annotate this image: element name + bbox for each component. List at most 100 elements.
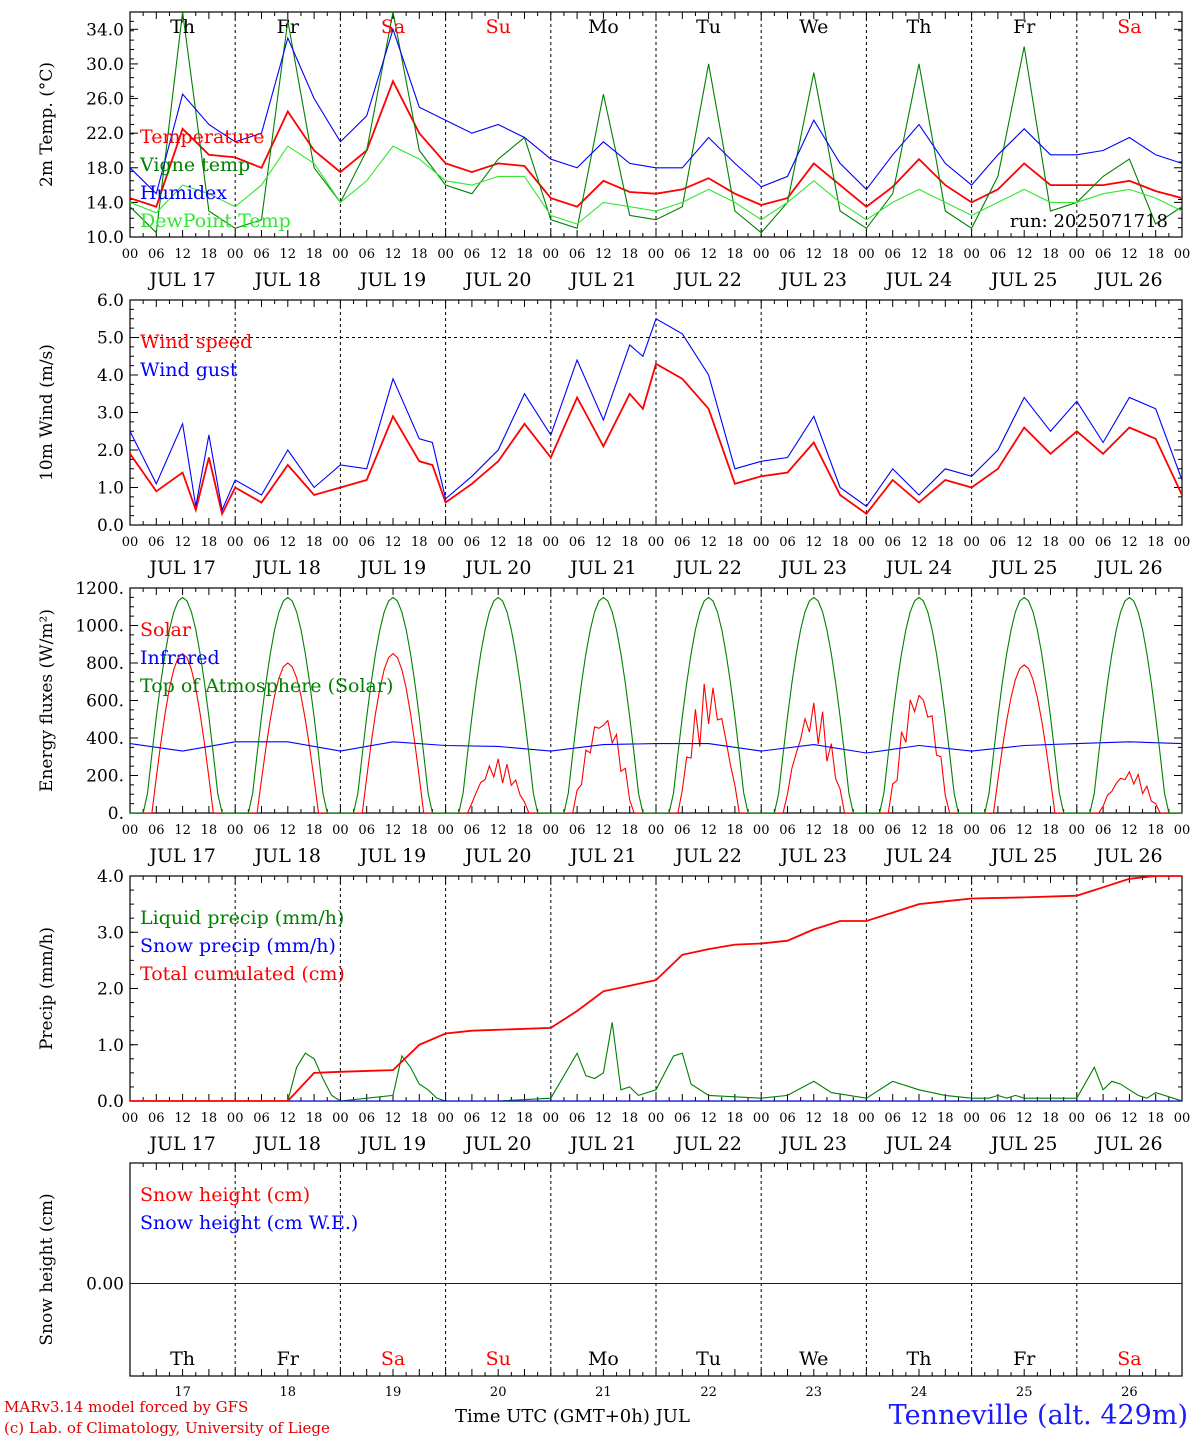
meteogram-chart: 10.0 14.0 18.0 22.0 26.0 30.0 34.0 2m Temp. (°C… bbox=[37, 11, 1191, 1398]
legend-entry: Vigne temp bbox=[139, 154, 250, 176]
hour-label: 12 bbox=[385, 1111, 402, 1126]
hour-label: 18 bbox=[306, 823, 323, 838]
hour-label: 18 bbox=[201, 1111, 218, 1126]
hour-label: 18 bbox=[411, 247, 428, 262]
hour-label: 06 bbox=[990, 1111, 1007, 1126]
panel-1: 10.0 14.0 18.0 22.0 26.0 30.0 34.0 2m Temp. (°C… bbox=[37, 11, 1190, 291]
date-label: JUL 22 bbox=[673, 557, 741, 579]
date-label: JUL 20 bbox=[463, 557, 531, 579]
weekday-label: Fr bbox=[277, 1348, 300, 1370]
legend-entry: Top of Atmosphere (Solar) bbox=[140, 675, 393, 697]
panel-3: 0. 200. 400. 600. 800. 1000. 1200. Energy fluxe… bbox=[37, 579, 1190, 867]
date-label: JUL 24 bbox=[884, 269, 952, 291]
day-number-label: 19 bbox=[385, 1385, 402, 1398]
hour-label: 12 bbox=[174, 535, 191, 550]
hour-label: 06 bbox=[148, 1111, 165, 1126]
weekday-label: Tu bbox=[696, 16, 721, 38]
y-tick-label: 10.0 bbox=[86, 228, 124, 248]
weekday-label: Sa bbox=[1117, 16, 1141, 38]
date-label: JUL 26 bbox=[1094, 845, 1162, 867]
x-axis-title: Time UTC (GMT+0h) JUL bbox=[455, 1406, 690, 1427]
weekday-label: Mo bbox=[588, 16, 619, 38]
date-label: JUL 18 bbox=[253, 557, 321, 579]
hour-label: 00 bbox=[227, 535, 244, 550]
hour-label: 06 bbox=[1095, 1111, 1112, 1126]
y-tick-label: 18.0 bbox=[86, 159, 124, 179]
date-label: JUL 23 bbox=[779, 845, 847, 867]
hour-label: 12 bbox=[700, 823, 717, 838]
date-label: JUL 24 bbox=[884, 1133, 952, 1155]
date-label: JUL 17 bbox=[147, 845, 215, 867]
weekday-label: Sa bbox=[381, 16, 405, 38]
hour-label: 18 bbox=[937, 823, 954, 838]
panel-4: 0.0 1.0 2.0 3.0 4.0 Precip (mm/h) Liquid preci… bbox=[37, 867, 1190, 1155]
hour-label: 00 bbox=[858, 535, 875, 550]
hour-label: 12 bbox=[806, 535, 823, 550]
hour-label: 00 bbox=[753, 247, 770, 262]
y-tick-label: 0.00 bbox=[86, 1275, 124, 1295]
hour-label: 12 bbox=[911, 535, 928, 550]
hour-label: 06 bbox=[674, 247, 691, 262]
date-label: JUL 23 bbox=[779, 557, 847, 579]
series-solar bbox=[130, 652, 1182, 813]
hour-label: 06 bbox=[884, 1111, 901, 1126]
y-tick-label: 400. bbox=[86, 729, 124, 749]
weekday-label: Fr bbox=[1013, 1348, 1036, 1370]
hour-label: 12 bbox=[1121, 247, 1138, 262]
hour-label: 00 bbox=[543, 823, 560, 838]
hour-label: 06 bbox=[1095, 823, 1112, 838]
series-vigne-temp bbox=[130, 12, 1182, 234]
hour-label: 12 bbox=[1121, 823, 1138, 838]
hour-label: 06 bbox=[674, 535, 691, 550]
hour-label: 12 bbox=[174, 1111, 191, 1126]
hour-label: 00 bbox=[1069, 535, 1086, 550]
date-label: JUL 22 bbox=[673, 845, 741, 867]
series-group bbox=[130, 596, 1182, 813]
hour-label: 12 bbox=[595, 823, 612, 838]
hour-label: 18 bbox=[1147, 247, 1164, 262]
y-axis-label: Energy fluxes (W/m²) bbox=[37, 609, 57, 792]
hour-label: 00 bbox=[648, 535, 665, 550]
plot-frame bbox=[129, 587, 1183, 814]
date-label: JUL 20 bbox=[463, 1133, 531, 1155]
hour-label: 00 bbox=[1174, 535, 1191, 550]
series-group bbox=[130, 876, 1182, 1101]
weekday-label: Mo bbox=[588, 1348, 619, 1370]
hour-label: 12 bbox=[490, 247, 507, 262]
y-tick-label: 1200. bbox=[75, 579, 124, 599]
legend-entry: Snow precip (mm/h) bbox=[140, 935, 336, 957]
date-label: JUL 21 bbox=[568, 557, 636, 579]
hour-label: 00 bbox=[543, 247, 560, 262]
hour-label: 00 bbox=[648, 1111, 665, 1126]
series-wind-speed bbox=[130, 362, 1182, 517]
hour-label: 12 bbox=[385, 823, 402, 838]
date-label: JUL 25 bbox=[989, 557, 1057, 579]
date-label: JUL 25 bbox=[989, 1133, 1057, 1155]
date-label: JUL 21 bbox=[568, 845, 636, 867]
hour-label: 12 bbox=[700, 1111, 717, 1126]
day-number-label: 26 bbox=[1121, 1385, 1138, 1398]
hour-label: 06 bbox=[253, 535, 270, 550]
hour-label: 00 bbox=[122, 823, 139, 838]
hour-label: 12 bbox=[1016, 535, 1033, 550]
y-tick-label: 3.0 bbox=[97, 923, 124, 943]
hour-label: 06 bbox=[253, 823, 270, 838]
hour-label: 18 bbox=[621, 535, 638, 550]
y-tick-label: 34.0 bbox=[86, 20, 124, 40]
hour-label: 06 bbox=[464, 247, 481, 262]
hour-label: 06 bbox=[358, 1111, 375, 1126]
hour-label: 00 bbox=[858, 823, 875, 838]
date-label: JUL 19 bbox=[358, 269, 426, 291]
hour-label: 18 bbox=[201, 247, 218, 262]
hour-label: 12 bbox=[385, 535, 402, 550]
hour-label: 18 bbox=[832, 535, 849, 550]
hour-label: 18 bbox=[1042, 823, 1059, 838]
plot-frame bbox=[129, 299, 1183, 526]
series-group bbox=[130, 12, 1182, 234]
legend-entry: Total cumulated (cm) bbox=[140, 963, 345, 985]
day-number-label: 20 bbox=[490, 1385, 507, 1398]
hour-label: 06 bbox=[990, 823, 1007, 838]
weekday-label: Tu bbox=[696, 1348, 721, 1370]
y-tick-label: 14.0 bbox=[86, 193, 124, 213]
hour-label: 00 bbox=[963, 1111, 980, 1126]
